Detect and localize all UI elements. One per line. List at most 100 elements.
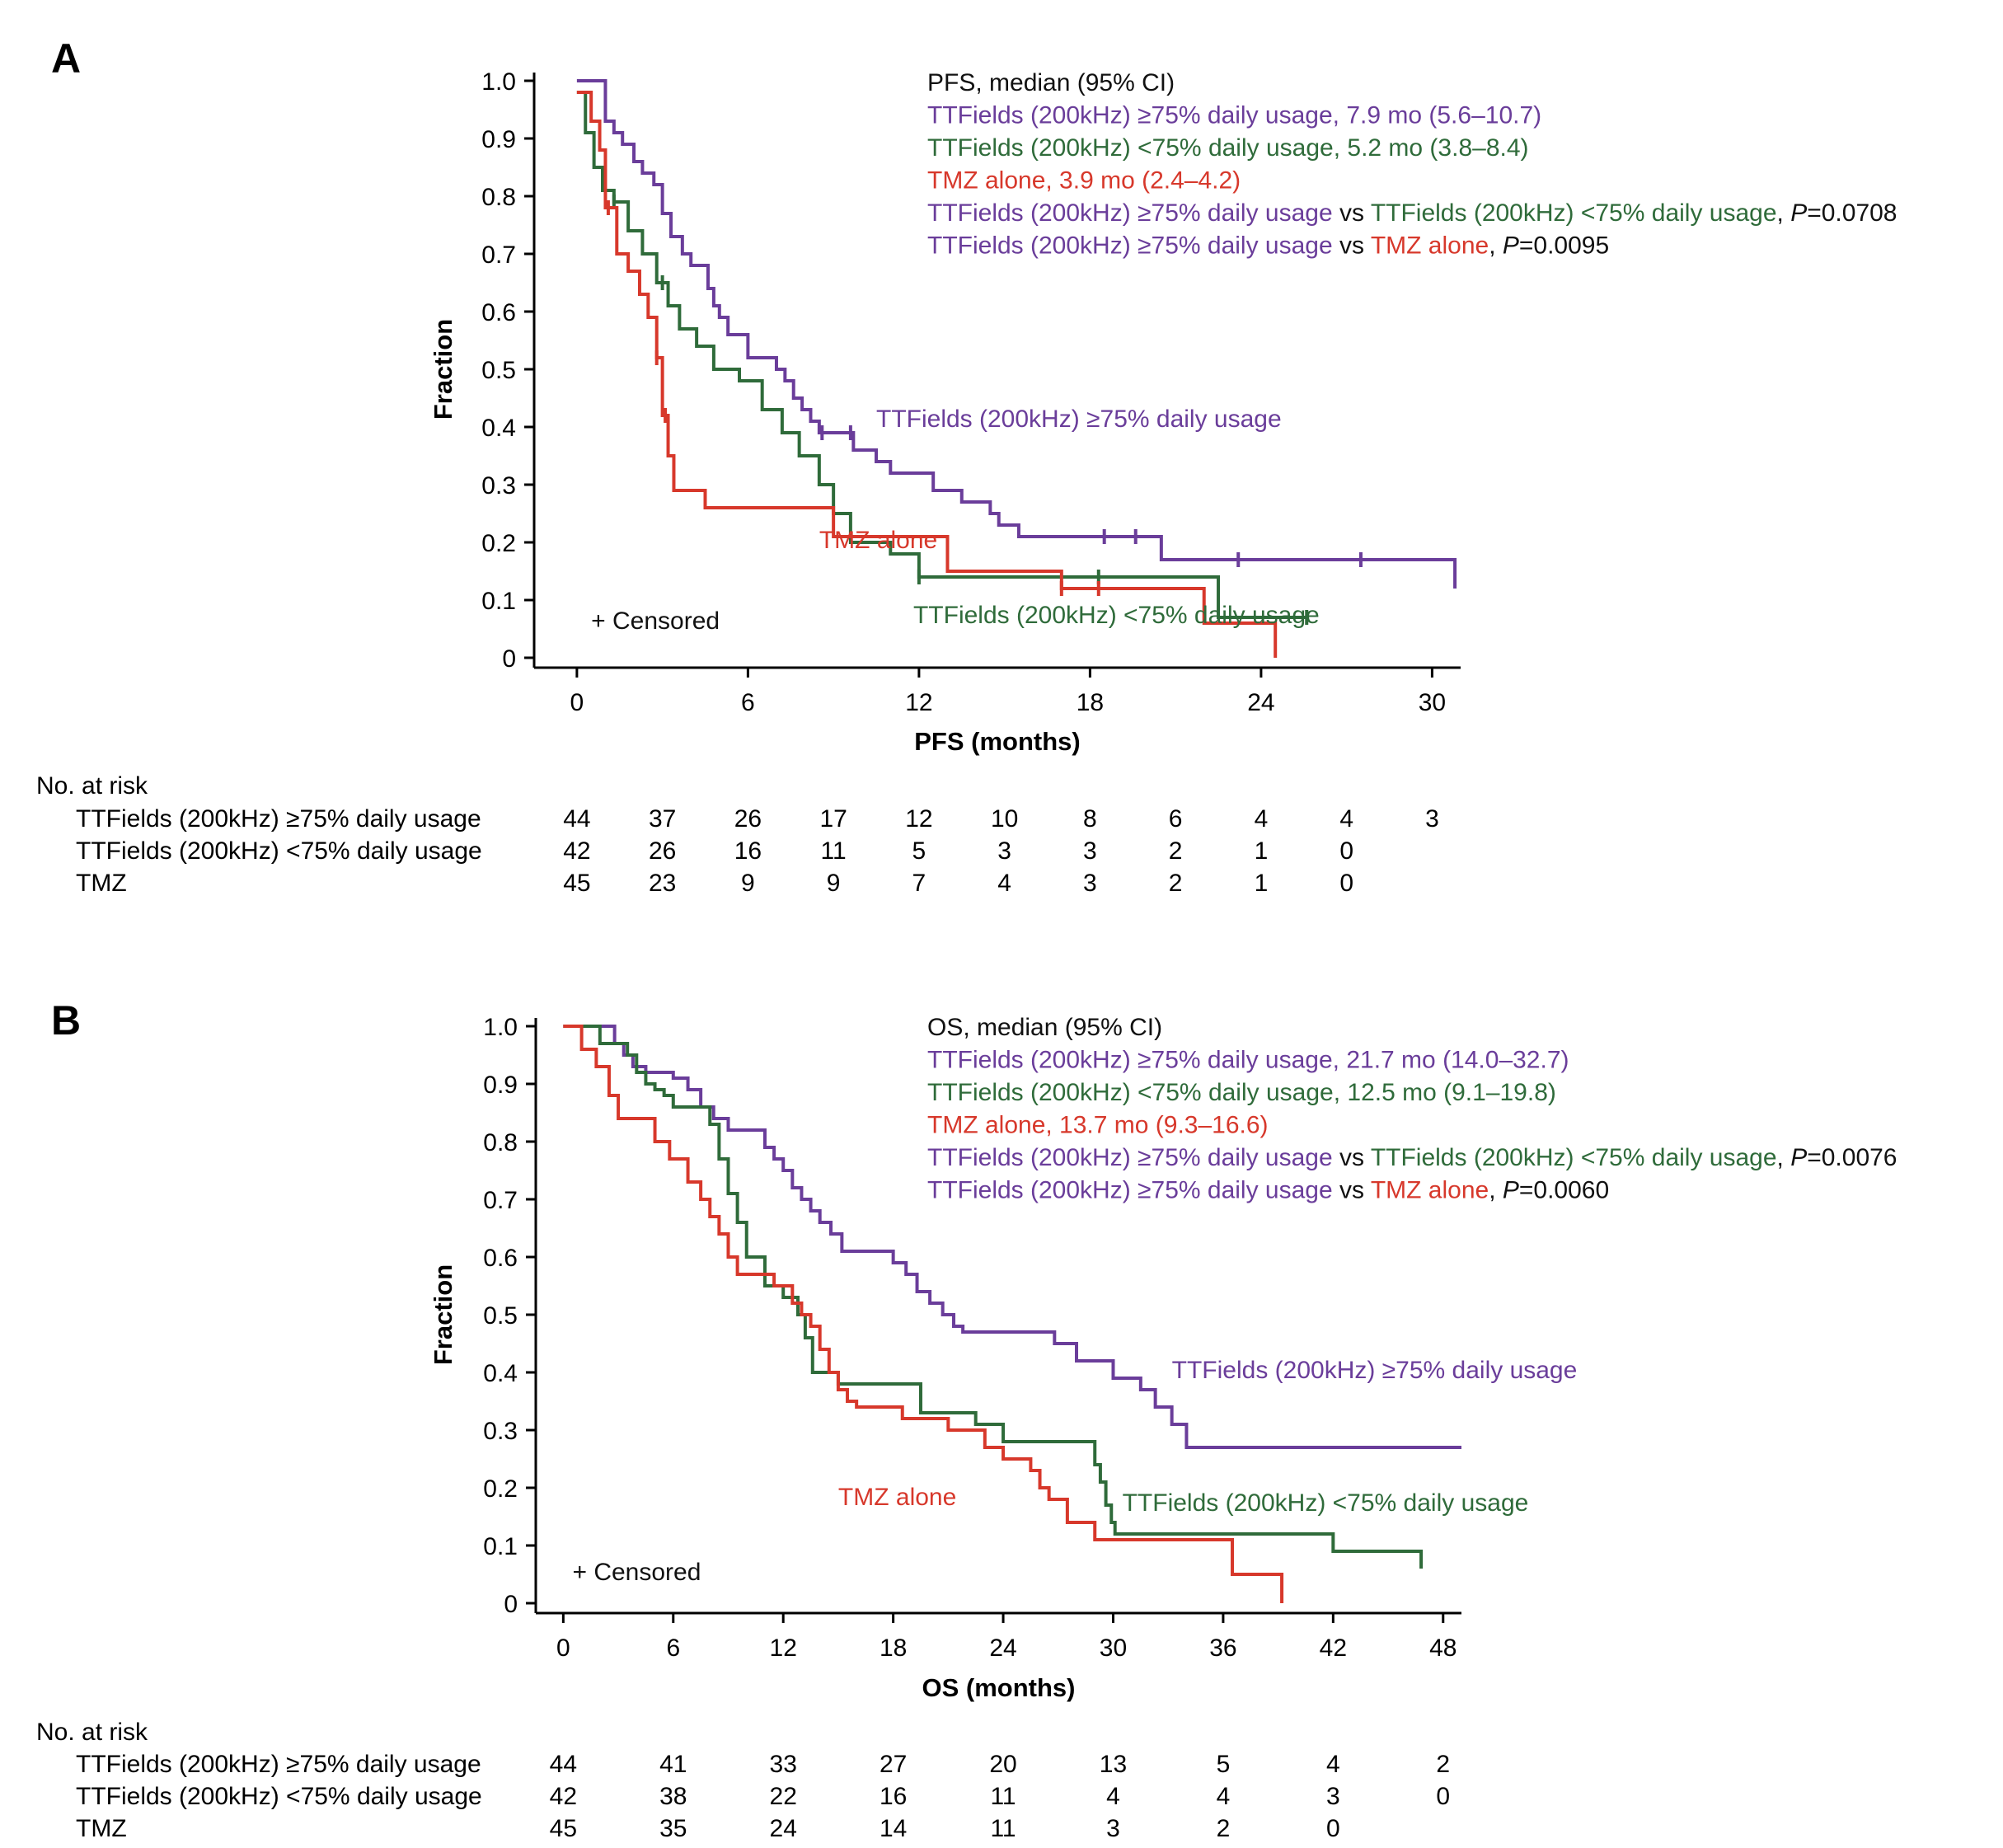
risk-value: 24 xyxy=(770,1815,797,1842)
risk-value: 3 xyxy=(1326,1783,1340,1810)
legend-segment: vs xyxy=(1333,1144,1371,1171)
legend-segment: , xyxy=(1489,1177,1503,1204)
risk-value: 22 xyxy=(770,1783,797,1810)
risk-value: 8 xyxy=(1083,805,1097,833)
y-axis-title: Fraction xyxy=(429,319,457,420)
risk-value: 45 xyxy=(563,870,590,897)
y-tick-label: 0 xyxy=(502,645,516,673)
y-tick-label: 0.2 xyxy=(483,1475,518,1503)
risk-value: 27 xyxy=(880,1751,907,1778)
legend-segment: =0.0095 xyxy=(1519,232,1609,260)
risk-value: 2 xyxy=(1436,1751,1450,1778)
curve-label: TTFields (200kHz) ≥75% daily usage xyxy=(1172,1357,1578,1384)
x-axis-title: PFS (months) xyxy=(914,727,1081,756)
risk-table-title: No. at risk xyxy=(36,772,148,800)
panel-b-os: B00.10.20.30.40.50.60.70.80.91.00 6 12 18 24… xyxy=(36,997,1897,1842)
y-tick-label: 0.4 xyxy=(483,1360,518,1387)
x-tick-label: 12 xyxy=(770,1635,797,1662)
risk-value: 4 xyxy=(1217,1783,1231,1810)
risk-value: 42 xyxy=(550,1783,577,1810)
risk-value: 5 xyxy=(1217,1751,1231,1778)
risk-value: 0 xyxy=(1326,1815,1340,1842)
risk-value: 42 xyxy=(563,837,590,865)
risk-value: 3 xyxy=(1083,870,1097,897)
risk-value: 0 xyxy=(1436,1783,1450,1810)
legend-segment: TTFields (200kHz) <75% daily usage xyxy=(1371,199,1777,227)
risk-row-label: TTFields (200kHz) ≥75% daily usage xyxy=(76,1751,481,1778)
legend-segment: OS, median (95% CI) xyxy=(927,1014,1162,1041)
legend-segment: TTFields (200kHz) ≥75% daily usage, 7.9 … xyxy=(927,102,1541,129)
y-tick-label: 0.4 xyxy=(481,415,516,442)
risk-value: 9 xyxy=(827,870,841,897)
km-curve-purple xyxy=(576,79,1457,589)
x-tick-label: 42 xyxy=(1320,1635,1347,1662)
legend-segment: P xyxy=(1503,1177,1519,1204)
y-tick-label: 0.1 xyxy=(481,588,516,615)
risk-value: 44 xyxy=(550,1751,577,1778)
km-curve-red xyxy=(563,1025,1284,1603)
risk-row-label: TTFields (200kHz) ≥75% daily usage xyxy=(76,805,481,833)
legend-line: TTFields (200kHz) ≥75% daily usage vs TT… xyxy=(927,199,1897,227)
risk-value: 20 xyxy=(989,1751,1016,1778)
risk-row-label: TTFields (200kHz) <75% daily usage xyxy=(76,837,482,865)
km-curve-green xyxy=(563,1025,1424,1569)
y-axis-title: Fraction xyxy=(429,1264,457,1365)
legend-segment: P xyxy=(1790,199,1807,227)
risk-value: 10 xyxy=(991,805,1018,833)
risk-value: 7 xyxy=(912,870,926,897)
y-tick-label: 0.8 xyxy=(481,184,516,211)
legend-segment: P xyxy=(1503,232,1519,260)
x-tick-label: 36 xyxy=(1209,1635,1236,1662)
risk-value: 1 xyxy=(1255,870,1269,897)
risk-value: 1 xyxy=(1255,837,1269,865)
risk-value: 0 xyxy=(1339,870,1353,897)
y-tick-label: 0.7 xyxy=(483,1187,518,1214)
curve-label: TTFields (200kHz) <75% daily usage xyxy=(913,602,1320,629)
risk-value: 12 xyxy=(905,805,932,833)
legend-line: TTFields (200kHz) ≥75% daily usage vs TM… xyxy=(927,232,1609,260)
risk-value: 26 xyxy=(734,805,762,833)
x-tick-label: 48 xyxy=(1429,1635,1457,1662)
risk-value: 11 xyxy=(821,837,847,865)
risk-value: 4 xyxy=(1339,805,1353,833)
legend-line: PFS, median (95% CI) xyxy=(927,69,1175,96)
risk-value: 3 xyxy=(1425,805,1439,833)
risk-row-label: TTFields (200kHz) <75% daily usage xyxy=(76,1783,482,1810)
y-tick-label: 0.9 xyxy=(481,126,516,153)
risk-value: 0 xyxy=(1339,837,1353,865)
legend-segment: , xyxy=(1777,199,1791,227)
risk-value: 45 xyxy=(550,1815,577,1842)
legend-segment: TMZ alone, 3.9 mo (2.4–4.2) xyxy=(927,167,1241,195)
risk-value: 38 xyxy=(659,1783,687,1810)
y-tick-label: 0.9 xyxy=(483,1072,518,1099)
legend-segment: TMZ alone, 13.7 mo (9.3–16.6) xyxy=(927,1112,1269,1139)
x-tick-label: 12 xyxy=(905,689,932,716)
legend-line: TTFields (200kHz) ≥75% daily usage, 7.9 … xyxy=(927,102,1541,129)
risk-value: 3 xyxy=(997,837,1011,865)
legend-segment: TTFields (200kHz) ≥75% daily usage xyxy=(927,232,1333,260)
legend-segment: TTFields (200kHz) ≥75% daily usage xyxy=(927,1177,1333,1204)
legend-segment: TTFields (200kHz) ≥75% daily usage xyxy=(927,1144,1333,1171)
risk-value: 2 xyxy=(1169,837,1183,865)
risk-table-title: No. at risk xyxy=(36,1719,148,1746)
legend-segment: TTFields (200kHz) <75% daily usage xyxy=(1371,1144,1777,1171)
panel-label: A xyxy=(51,35,81,82)
y-tick-label: 0.8 xyxy=(483,1129,518,1156)
risk-value: 33 xyxy=(770,1751,797,1778)
curve-label: TTFields (200kHz) ≥75% daily usage xyxy=(876,406,1282,433)
x-tick-label: 6 xyxy=(666,1635,680,1662)
risk-value: 35 xyxy=(659,1815,687,1842)
legend-segment: TTFields (200kHz) <75% daily usage, 5.2 … xyxy=(927,134,1529,162)
censored-note: + Censored xyxy=(591,607,720,635)
risk-value: 13 xyxy=(1100,1751,1127,1778)
risk-value: 11 xyxy=(990,1783,1016,1810)
legend-segment: =0.0076 xyxy=(1807,1144,1897,1171)
risk-value: 2 xyxy=(1217,1815,1231,1842)
legend-segment: TTFields (200kHz) ≥75% daily usage, 21.7… xyxy=(927,1047,1569,1074)
km-curve-purple xyxy=(563,1025,1461,1449)
curve-label: TMZ alone xyxy=(838,1484,956,1511)
legend-segment: vs xyxy=(1333,1177,1371,1204)
risk-value: 4 xyxy=(1326,1751,1340,1778)
risk-value: 41 xyxy=(659,1751,687,1778)
